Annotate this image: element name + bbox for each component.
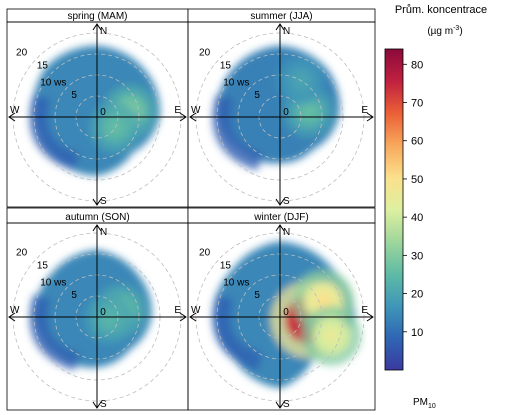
ws-tick-label: 10 ws [223,277,249,288]
colorbar-tick-label: 50 [411,174,423,186]
compass-axes [189,224,374,409]
panel-plot: N S E W 0 5 10 ws 15 20 [8,23,187,207]
ws-tick-label: 15 [37,260,49,271]
direction-label-s: S [283,399,290,410]
concentration-surface [212,45,340,171]
ws-tick-label: 5 [254,90,260,101]
panel-0: spring (MAM) N S E W 0 5 10 ws 15 20 [6,8,189,208]
ws-tick-label: 10 ws [40,277,66,288]
direction-label-n: N [283,227,290,238]
colorbar-tick-label: 60 [411,136,423,148]
direction-label-s: S [100,399,107,410]
panel-1: summer (JJA) N S E W 0 5 10 ws 15 20 [187,8,376,208]
ws-tick-label: 5 [71,290,77,301]
colorbar-tick-label: 10 [411,327,423,339]
direction-label-n: N [100,227,107,238]
direction-label-e: E [361,305,368,316]
panel-plot: N S E W 0 5 10 ws 15 20 [189,224,374,410]
ws-tick-label: 5 [254,290,260,301]
direction-label-w: W [10,305,20,316]
colorbar-tick-label: 20 [411,289,423,301]
direction-label-e: E [174,105,181,116]
ws-tick-label: 15 [220,60,232,71]
colorbar-tick-label: 80 [411,59,423,71]
colorbar-tick-label: 70 [411,98,423,110]
panel-title: summer (JJA) [250,11,312,22]
panel-title: spring (MAM) [67,11,127,22]
panel-2: autumn (SON) N S E W 0 5 10 ws 15 20 [6,207,189,411]
direction-label-e: E [361,105,368,116]
colorbar-gradient [384,48,404,371]
ws-tick-label: 10 ws [40,77,66,88]
direction-label-s: S [100,196,107,207]
panel-plot: N S E W 0 5 10 ws 15 20 [189,23,374,207]
legend-unit: (µg m-3) [427,25,462,37]
concentration-surface [212,241,362,389]
direction-label-w: W [10,105,20,116]
ws-tick-label: 20 [199,48,211,59]
ws-tick-label: 15 [37,60,49,71]
panel-title: autumn (SON) [65,212,129,223]
concentration-surface [29,249,152,371]
legend-title: Prům. koncentrace [395,4,487,16]
ws-tick-label: 10 ws [223,77,249,88]
direction-label-w: W [191,105,201,116]
direction-label-e: E [174,305,181,316]
legend-pollutant: PM10 [413,397,436,410]
origin-label: 0 [100,107,106,118]
direction-label-s: S [283,196,290,207]
ws-tick-label: 20 [199,248,211,259]
origin-label: 0 [283,307,289,318]
ws-tick-label: 15 [220,260,232,271]
ws-tick-label: 5 [71,90,77,101]
panel-title: winter (DJF) [253,212,308,223]
panel-frame [187,222,376,411]
panel-plot: N S E W 0 5 10 ws 15 20 [8,224,187,410]
colorbar-tick-label: 30 [411,250,423,262]
colorbar: Prům. koncentrace (µg m-3) 10 20 30 40 50 60 7… [384,4,487,410]
colorbar-tick-label: 40 [411,212,423,224]
compass-axes [8,23,187,206]
compass-axes [189,23,374,206]
ws-tick-label: 20 [16,48,28,59]
origin-label: 0 [283,107,289,118]
compass-axes [8,224,187,409]
direction-label-w: W [191,305,201,316]
panel-frame [187,21,376,208]
origin-label: 0 [100,307,106,318]
direction-label-n: N [283,26,290,37]
direction-label-n: N [100,26,107,37]
panel-3: winter (DJF) N S E W 0 5 10 ws 15 20 [187,207,376,411]
ws-tick-label: 20 [16,248,28,259]
colorbar-ticks: 10 20 30 40 50 60 70 80 [403,59,423,339]
